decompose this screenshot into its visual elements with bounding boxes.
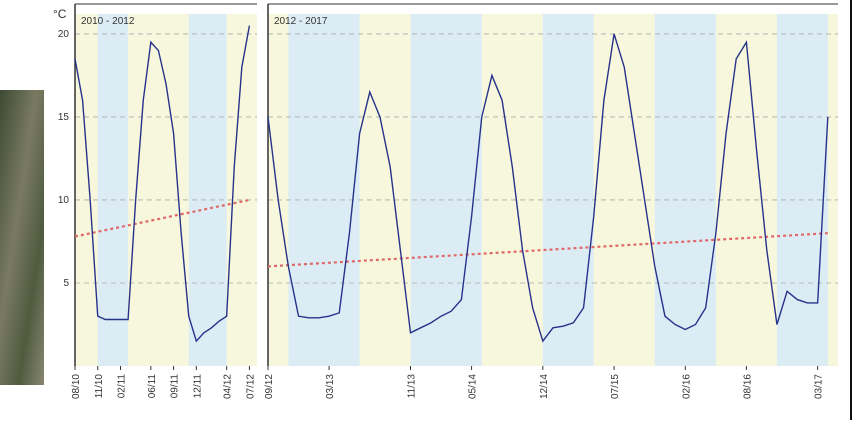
x-tick-label: 07/15 — [610, 374, 621, 399]
season-band — [543, 14, 594, 366]
page: 5 10 15 20 2010 - 2012 °C 08/10 11/10 02/11 06/11… — [0, 0, 856, 442]
x-tick-label: 11/10 — [94, 374, 105, 399]
x-tick-label: 03/17 — [814, 374, 825, 399]
y-tick-label: 15 — [58, 112, 70, 123]
season-band — [98, 14, 128, 366]
y-tick-label: 20 — [58, 29, 70, 40]
season-band — [189, 14, 227, 366]
x-tick-label: 09/12 — [264, 374, 275, 399]
season-band — [777, 14, 828, 366]
x-tick-label: 04/12 — [223, 374, 234, 399]
x-tick-label: 11/13 — [407, 374, 418, 399]
y-axis-label: °C — [53, 7, 67, 21]
background-photo — [0, 90, 46, 385]
chart: 5 10 15 20 2010 - 2012 °C 08/10 11/10 02/11 06/11… — [0, 0, 856, 442]
x-tick-label: 07/12 — [245, 374, 256, 399]
x-tick-label: 02/11 — [117, 374, 128, 399]
y-tick-label: 5 — [63, 278, 69, 289]
panel-title: 2010 - 2012 — [81, 16, 135, 27]
x-tick-label: 12/11 — [192, 374, 203, 399]
y-tick-label: 10 — [58, 195, 70, 206]
x-tick-label: 12/14 — [539, 374, 550, 399]
panel-title: 2012 - 2017 — [274, 16, 328, 27]
x-tick-label: 09/11 — [170, 374, 181, 399]
x-tick-label: 06/11 — [147, 374, 158, 399]
x-tick-label: 02/16 — [681, 374, 692, 399]
season-band — [288, 14, 359, 366]
x-tick-label: 08/10 — [71, 374, 82, 399]
x-tick-label: 08/16 — [742, 374, 753, 399]
x-tick-label: 05/14 — [468, 374, 479, 399]
x-tick-label: 03/13 — [325, 374, 336, 399]
